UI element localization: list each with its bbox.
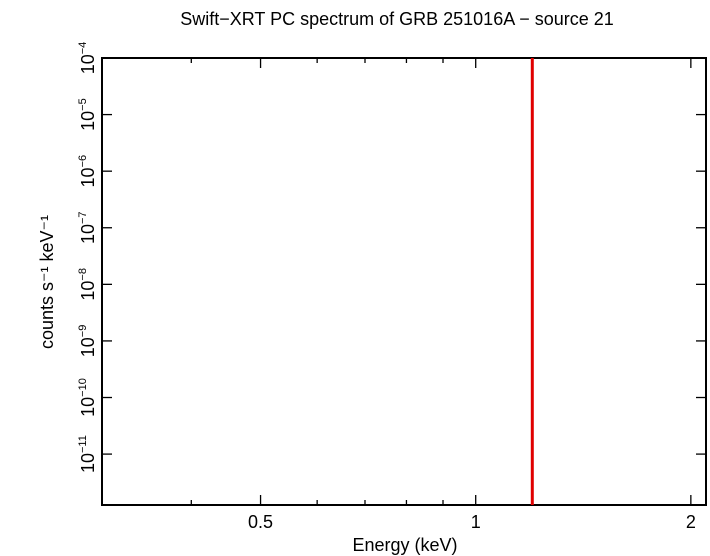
y-tick-label: 10−8 [77,268,98,301]
y-tick-base: 10 [78,281,98,301]
y-tick-exponent: −5 [77,98,89,111]
x-tick-label: 2 [686,512,696,532]
y-tick-exponent: −6 [77,155,89,168]
y-tick-base: 10 [78,224,98,244]
plot-frame [101,57,707,506]
y-tick-label: 10−4 [77,42,98,75]
chart-title: Swift−XRT PC spectrum of GRB 251016A − s… [180,9,614,29]
y-tick-exponent: −9 [77,325,89,338]
y-tick-exponent: −8 [77,268,89,281]
y-tick-exponent: −4 [77,42,89,55]
x-axis-label: Energy (keV) [352,535,457,555]
x-tick-label: 1 [471,512,481,532]
y-tick-label: 10−9 [77,325,98,358]
y-tick-label: 10−6 [77,155,98,188]
y-tick-exponent: −11 [77,435,89,453]
x-tick-label: 0.5 [248,512,273,532]
y-tick-base: 10 [78,167,98,187]
y-tick-base: 10 [78,397,98,417]
y-tick-base: 10 [78,54,98,74]
y-tick-label: 10−5 [77,98,98,131]
y-tick-label: 10−10 [77,378,98,417]
y-tick-label: 10−7 [77,211,98,244]
y-tick-exponent: −7 [77,211,89,224]
y-tick-label: 10−11 [77,435,98,473]
y-tick-base: 10 [78,453,98,473]
y-tick-base: 10 [78,111,98,131]
y-axis-label: counts s⁻¹ keV⁻¹ [37,215,57,349]
y-tick-base: 10 [78,337,98,357]
y-tick-exponent: −10 [77,378,89,397]
